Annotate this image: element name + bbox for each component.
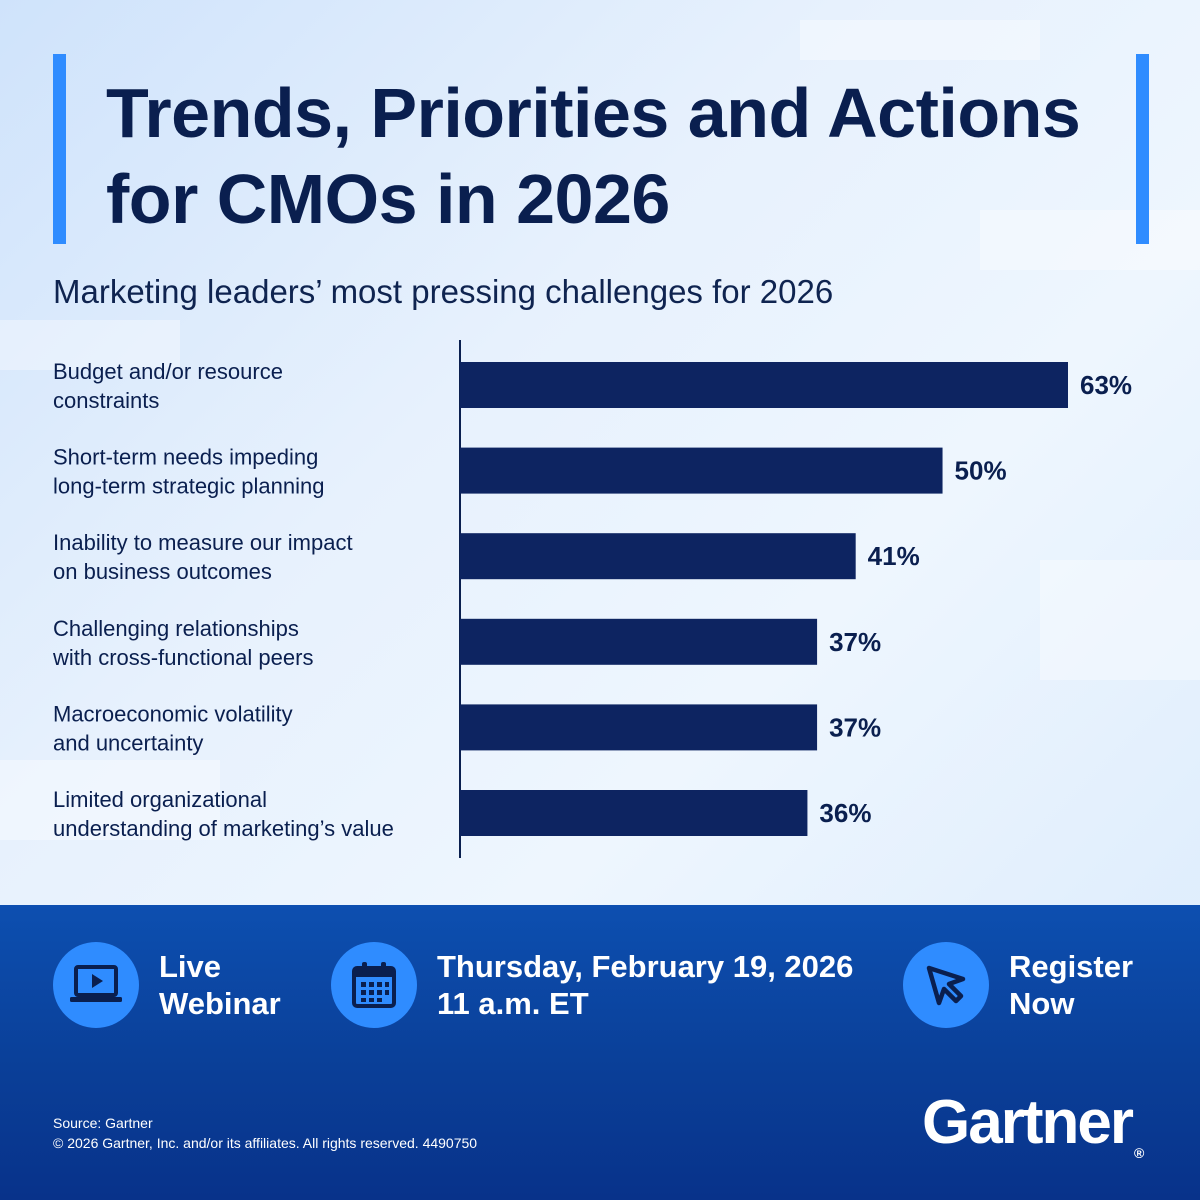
- laptop-play-icon: [53, 942, 139, 1028]
- bar-2: [460, 447, 943, 494]
- event-date-info: Thursday, February 19, 2026 11 a.m. ET: [331, 942, 853, 1028]
- data-label-3: 41%: [868, 541, 920, 571]
- title-accent-left: [53, 54, 66, 244]
- webinar-line-1: Live: [159, 949, 222, 984]
- background-block: [0, 760, 220, 840]
- registered-mark: ®: [1133, 1145, 1145, 1161]
- category-label-2: Short-term needs impeding long-term strat…: [53, 445, 324, 499]
- cursor-arrow-icon: [903, 942, 989, 1028]
- bar-4: [460, 618, 818, 665]
- event-time: 11 a.m. ET: [437, 986, 589, 1021]
- category-label-5: Macroeconomic volatility and uncertainty: [53, 701, 293, 755]
- title-line-1: Trends, Priorities and Actions: [106, 74, 1081, 152]
- event-date: Thursday, February 19, 2026: [437, 949, 854, 984]
- bar-6: [460, 790, 808, 836]
- bar-3: [460, 533, 856, 580]
- category-label-3: Inability to measure our impact on busine…: [53, 530, 353, 584]
- category-label-1: Budget and/or resource constraints: [53, 359, 283, 413]
- register-now-button[interactable]: Register Now: [903, 942, 1133, 1028]
- data-label-4: 37%: [829, 627, 881, 657]
- data-label-1: 63%: [1080, 370, 1132, 400]
- copyright-line: © 2026 Gartner, Inc. and/or its affiliat…: [53, 1135, 478, 1151]
- background-block: [1040, 560, 1200, 680]
- bar-1: [460, 362, 1068, 408]
- title-accent-right: [1136, 54, 1149, 244]
- title-line-2: for CMOs in 2026: [106, 160, 670, 238]
- gartner-logo: Gartner ®: [922, 1088, 1145, 1161]
- webinar-line-2: Webinar: [159, 986, 281, 1021]
- live-webinar-info: Live Webinar: [53, 942, 281, 1028]
- category-label-4: Challenging relationships with cross-func…: [52, 616, 313, 670]
- chart-subtitle: Marketing leaders’ most pressing challen…: [53, 273, 834, 310]
- background-block: [800, 20, 1040, 60]
- data-label-6: 36%: [819, 798, 871, 828]
- source-line: Source: Gartner: [53, 1115, 153, 1131]
- data-label-5: 37%: [829, 712, 881, 742]
- footer-band: Live Webinar Thursday, February 19, 2026…: [0, 905, 1200, 1200]
- source-note: Source: Gartner © 2026 Gartner, Inc. and…: [53, 1113, 477, 1153]
- register-line-1: Register: [1009, 949, 1134, 984]
- category-label-6: Limited organizational understanding of m…: [53, 787, 394, 841]
- bar-chart: 63% Budget and/or resource constraints 50% S…: [52, 340, 1132, 858]
- page-title: Trends, Priorities and Actions for CMOs …: [106, 70, 1126, 242]
- logo-text: Gartner: [922, 1088, 1134, 1157]
- background-block: [980, 210, 1200, 270]
- calendar-icon: [331, 942, 417, 1028]
- data-label-2: 50%: [955, 456, 1007, 486]
- background-block: [0, 320, 180, 370]
- register-line-2: Now: [1009, 986, 1075, 1021]
- bar-5: [460, 704, 818, 751]
